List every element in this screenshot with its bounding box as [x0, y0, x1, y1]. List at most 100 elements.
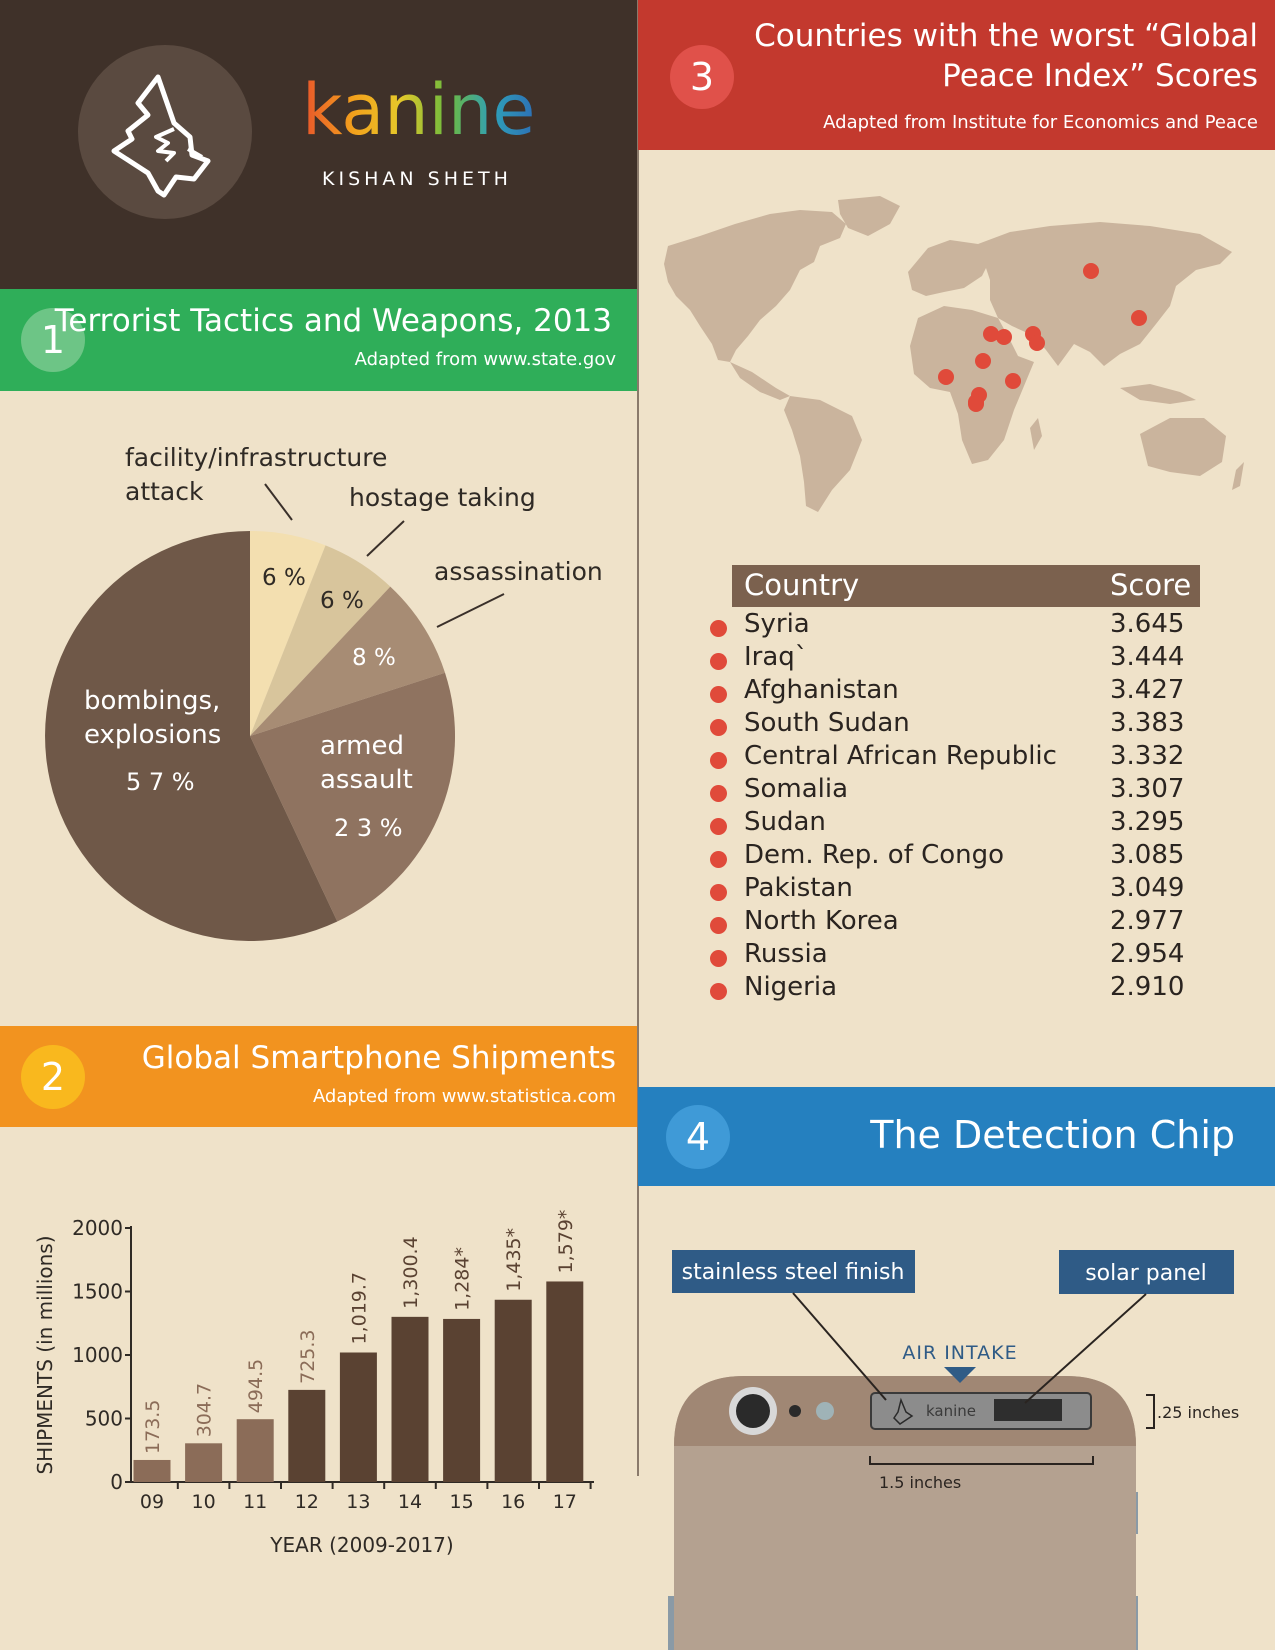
bar-12 — [288, 1389, 326, 1482]
row-country: Dem. Rep. of Congo — [744, 840, 1005, 870]
table-row: Central African Republic 3.332 — [710, 740, 1200, 773]
section3-number: 3 — [670, 45, 734, 109]
row-score: 3.049 — [1110, 873, 1185, 903]
bar-value-label: 494.5 — [245, 1359, 267, 1413]
section4-title: The Detection Chip — [870, 1113, 1235, 1157]
leader-facility — [264, 483, 293, 521]
bar-13 — [339, 1352, 377, 1482]
row-marker-dot — [710, 752, 727, 769]
outside-label-facility: facility/infrastructure — [125, 443, 387, 472]
width-bracket — [869, 1456, 1094, 1465]
solar-panel — [994, 1399, 1062, 1421]
air-intake-arrow — [944, 1367, 976, 1383]
row-country: Pakistan — [744, 873, 853, 903]
x-tick-label: 15 — [450, 1491, 474, 1513]
x-tick-label: 09 — [140, 1491, 164, 1513]
x-tick-label: 11 — [243, 1491, 267, 1513]
row-marker-dot — [710, 818, 727, 835]
x-tick-label: 17 — [553, 1491, 577, 1513]
section2-subtitle: Adapted from www.statistica.com — [312, 1086, 616, 1107]
row-country: Sudan — [744, 807, 826, 837]
svg-text:kanine: kanine — [302, 69, 535, 148]
row-score: 2.954 — [1110, 939, 1185, 969]
table-row: Nigeria 2.910 — [710, 971, 1200, 1004]
flash-dot — [816, 1402, 834, 1420]
bar-value-label: 1,579* — [555, 1210, 577, 1274]
bar-11 — [236, 1419, 274, 1482]
outside-label-hostage: hostage taking — [349, 483, 536, 512]
section1-number: 1 — [21, 308, 85, 372]
marker-somalia — [1005, 373, 1021, 389]
table-row: Russia 2.954 — [710, 938, 1200, 971]
y-tick-label: 0 — [110, 1470, 123, 1494]
row-marker-dot — [710, 719, 727, 736]
bar-value-label: 725.3 — [297, 1329, 319, 1383]
table-row: Somalia 3.307 — [710, 773, 1200, 806]
air-intake-label: AIR INTAKE — [902, 1342, 1017, 1364]
section4-number: 4 — [666, 1105, 730, 1169]
row-marker-dot — [710, 686, 727, 703]
mic-dot — [789, 1405, 801, 1417]
row-score: 3.444 — [1110, 642, 1185, 672]
bar-14 — [391, 1316, 429, 1482]
pie-slice-3 — [250, 672, 456, 922]
row-country: Somalia — [744, 774, 849, 804]
x-tick-label: 14 — [398, 1491, 422, 1513]
pie-chart: facility/infrastructure attack hostage t… — [45, 443, 603, 941]
pie-value-facility: 6 % — [262, 565, 306, 591]
detection-chip-illustration: kanine AIR INTAKE stainless steel finish… — [668, 1250, 1239, 1650]
row-marker-dot — [710, 950, 727, 967]
height-bracket — [1146, 1394, 1155, 1429]
col-score: Score — [1110, 568, 1192, 602]
marker-sudan — [975, 353, 991, 369]
pie-label-bombings: bombings, — [84, 686, 220, 716]
row-country: Central African Republic — [744, 741, 1057, 771]
marker-north-korea — [1131, 310, 1147, 326]
peace-index-table: Country Score Syria 3.645 Iraq` 3.444 Afghan… — [700, 565, 1200, 1004]
pie-value-bombings: 5 7 % — [126, 768, 195, 796]
brand-header: kanine KISHAN SHETH — [0, 0, 637, 289]
row-country: Russia — [744, 939, 828, 969]
table-row: South Sudan 3.383 — [710, 707, 1200, 740]
row-score: 3.645 — [1110, 609, 1185, 639]
chip-wolf-icon — [893, 1397, 914, 1425]
leader-assassination — [436, 593, 505, 628]
bar-value-label: 304.7 — [194, 1383, 216, 1437]
section3-title-line1: Countries with the worst “Global — [754, 18, 1258, 54]
bar-10 — [185, 1443, 223, 1482]
section2-header: 2 Global Smartphone Shipments Adapted fr… — [0, 1026, 637, 1127]
pie-value-assassination: 8 % — [352, 645, 396, 671]
table-body: Syria 3.645 Iraq` 3.444 Afghanistan 3.427 Sout… — [710, 608, 1200, 1004]
row-marker-dot — [710, 983, 727, 1000]
bar-value-label: 1,284* — [452, 1247, 474, 1311]
row-country: Nigeria — [744, 972, 838, 1002]
wolf-head-icon — [111, 74, 211, 198]
table-header: Country Score — [732, 565, 1200, 607]
bar-chart: 0 500 1000 1500 2000 09 173.5 10 304.7 11 494.5 12… — [33, 1210, 594, 1557]
y-tick-label: 1500 — [72, 1280, 123, 1304]
table-row: Syria 3.645 — [710, 608, 1200, 641]
pie-slice-4 — [45, 531, 338, 941]
table-row: North Korea 2.977 — [710, 905, 1200, 938]
table-row: Iraq` 3.444 — [710, 641, 1200, 674]
column-divider — [637, 0, 639, 1476]
row-country: Afghanistan — [744, 675, 899, 705]
row-marker-dot — [710, 620, 727, 637]
bar-09 — [133, 1459, 171, 1482]
marker-drc — [968, 396, 984, 412]
table-row: Sudan 3.295 — [710, 806, 1200, 839]
bar-xlabel: YEAR (2009-2017) — [269, 1533, 453, 1557]
bar-value-label: 1,019.7 — [348, 1272, 370, 1345]
marker-pakistan — [1029, 335, 1045, 351]
marker-nigeria — [938, 369, 954, 385]
brand-author: KISHAN SHETH — [322, 168, 512, 190]
x-tick-label: 10 — [192, 1491, 216, 1513]
section3-subtitle: Adapted from Institute for Economics and… — [823, 112, 1258, 133]
bar-15 — [443, 1318, 481, 1482]
chip-brand: kanine — [926, 1402, 976, 1420]
section3-title-line2: Peace Index” Scores — [942, 58, 1258, 94]
x-tick-label: 12 — [295, 1491, 319, 1513]
marker-russia — [1083, 263, 1099, 279]
row-score: 2.977 — [1110, 906, 1185, 936]
label-steel-box — [672, 1250, 915, 1293]
